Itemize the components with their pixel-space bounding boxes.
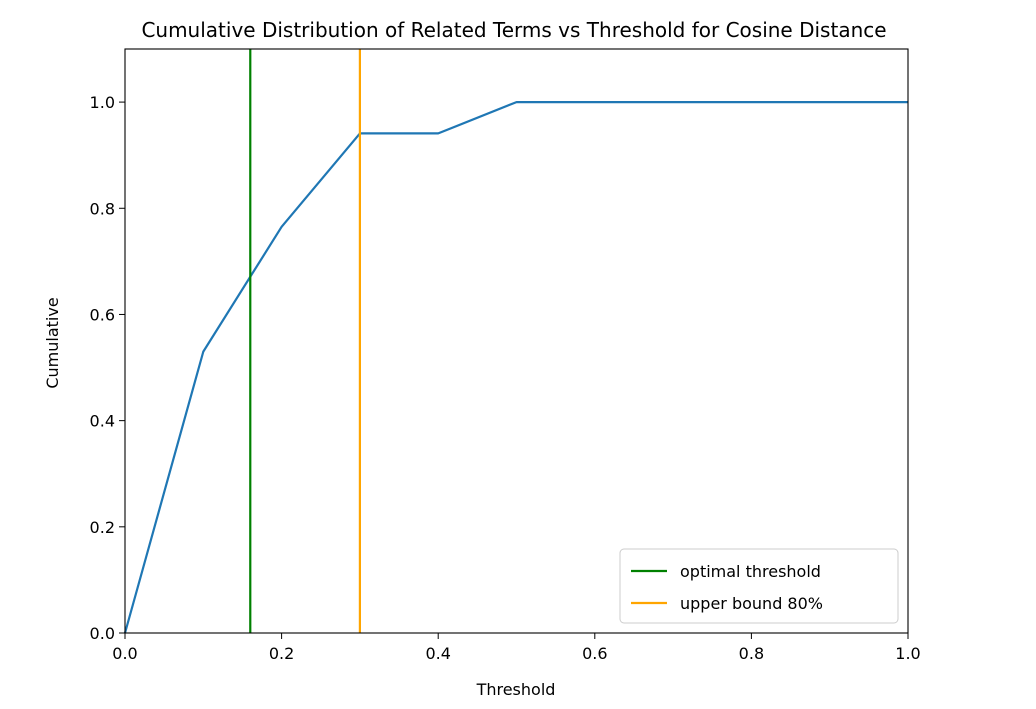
x-tick-label: 0.8 bbox=[739, 644, 764, 663]
x-axis-label: Threshold bbox=[476, 680, 556, 699]
y-axis-label: Cumulative bbox=[43, 297, 62, 388]
x-tick-label: 1.0 bbox=[895, 644, 920, 663]
series-line-0 bbox=[123, 100, 908, 634]
y-tick-label: 1.0 bbox=[90, 93, 115, 112]
legend: optimal threshold upper bound 80% bbox=[619, 548, 899, 624]
legend-box bbox=[619, 548, 899, 624]
plot-area: 0.0 0.2 0.4 0.6 0.8 1.0 0.0 0.2 0.4 0.6 0.8 1.0 bbox=[90, 48, 921, 663]
legend-label: upper bound 80% bbox=[680, 594, 823, 613]
x-tick-label: 0.6 bbox=[582, 644, 607, 663]
chart-title: Cumulative Distribution of Related Terms… bbox=[141, 18, 886, 42]
x-tick-label: 0.2 bbox=[269, 644, 294, 663]
y-tick-label: 0.4 bbox=[90, 412, 115, 431]
y-tick-label: 0.0 bbox=[90, 624, 115, 643]
x-tick-label: 0.0 bbox=[112, 644, 137, 663]
y-tick-label: 0.6 bbox=[90, 305, 115, 324]
y-tick-label: 0.8 bbox=[90, 199, 115, 218]
legend-label: optimal threshold bbox=[680, 562, 821, 581]
axes-frame bbox=[124, 48, 909, 634]
y-tick-label: 0.2 bbox=[90, 518, 115, 537]
x-tick-label: 0.4 bbox=[425, 644, 450, 663]
